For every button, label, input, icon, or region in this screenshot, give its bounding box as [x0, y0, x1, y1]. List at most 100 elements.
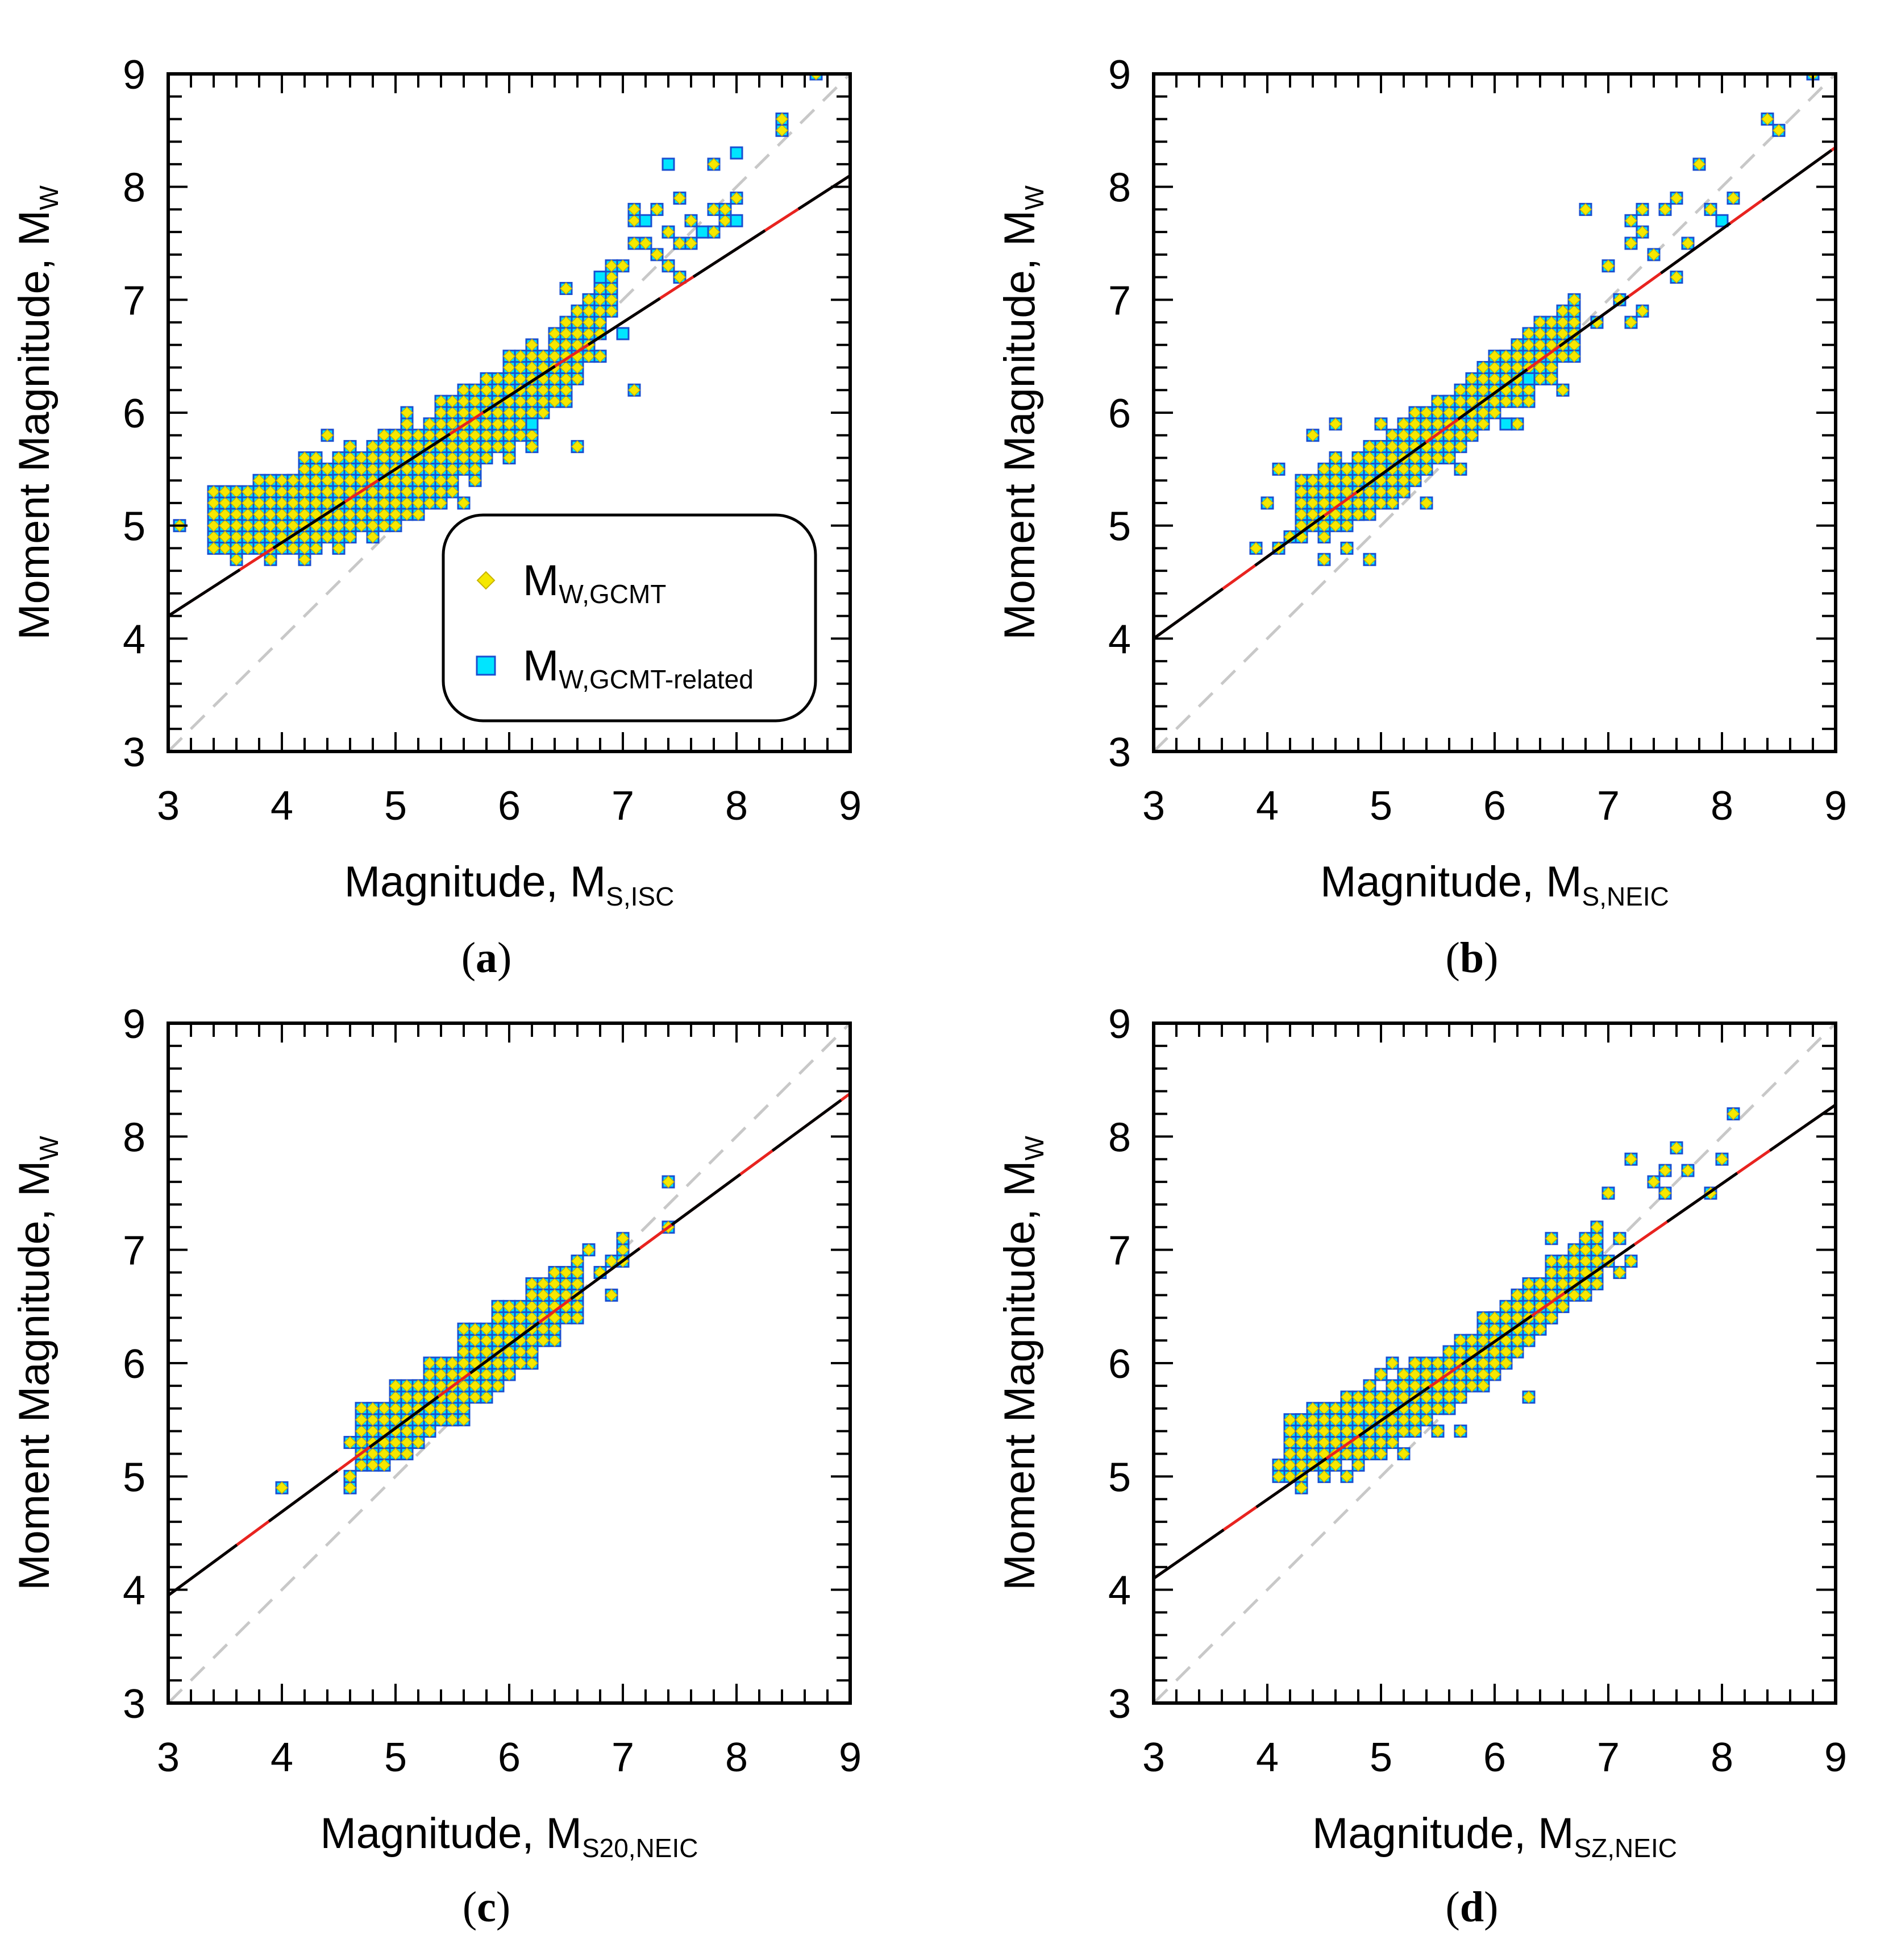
- data-point: [673, 192, 687, 205]
- point-diamond: [480, 451, 493, 464]
- point-diamond: [1420, 451, 1433, 464]
- point-diamond: [275, 1481, 289, 1494]
- cloud-point: [480, 395, 493, 408]
- legend-diamond-icon: [476, 571, 496, 590]
- data-point: [321, 429, 334, 442]
- cloud-point: [514, 1299, 527, 1313]
- cloud-point: [1476, 372, 1490, 385]
- cloud-point: [355, 1402, 368, 1415]
- cloud-point: [1442, 440, 1456, 454]
- y-tick-label: 7: [1108, 278, 1131, 323]
- cloud-point: [548, 338, 561, 352]
- cloud-point: [457, 383, 471, 397]
- point-diamond: [1624, 1153, 1638, 1166]
- point-diamond: [1431, 1356, 1445, 1370]
- data-point: [1374, 417, 1388, 431]
- cloud-point: [1476, 1311, 1490, 1324]
- cloud-point: [1283, 1413, 1297, 1427]
- cloud-point: [1295, 1447, 1308, 1460]
- data-point: [684, 214, 698, 227]
- cloud-point: [1420, 451, 1433, 464]
- point-diamond: [502, 429, 516, 442]
- point-diamond: [411, 1379, 425, 1392]
- point-diamond: [1397, 1390, 1411, 1403]
- cloud-point: [1431, 1356, 1445, 1370]
- cloud-point: [1397, 1425, 1411, 1438]
- cloud-point: [1408, 1402, 1422, 1415]
- point-diamond: [366, 1459, 380, 1472]
- cloud-point: [1386, 1413, 1399, 1427]
- cloud-point: [366, 1458, 380, 1472]
- point-diamond: [1556, 1300, 1570, 1313]
- point-diamond: [1363, 1402, 1376, 1415]
- panel-label: (c): [463, 1883, 510, 1931]
- related-point: [616, 327, 630, 340]
- regression-line-black: [168, 1092, 850, 1597]
- point-diamond: [559, 384, 573, 397]
- point-diamond: [1283, 1425, 1297, 1438]
- cloud-point: [1351, 462, 1365, 476]
- cloud-point: [548, 350, 561, 363]
- data-point: [400, 1447, 414, 1460]
- point-diamond: [627, 214, 641, 227]
- x-axis-label-main: Magnitude, M: [1312, 1809, 1574, 1858]
- cloud-point: [230, 541, 243, 555]
- point-diamond: [1363, 1447, 1376, 1460]
- cloud-point: [525, 350, 539, 363]
- point-diamond: [446, 1356, 459, 1370]
- point-diamond: [230, 496, 243, 509]
- data-point: [1647, 248, 1661, 261]
- x-tick-label: 9: [1824, 1735, 1847, 1780]
- point-diamond: [343, 440, 357, 453]
- cloud-point: [1442, 406, 1456, 420]
- panel-c: 3 4 5 6 7 8 9 3 4 5 6 7 8 9 Magnitude, MS20,NEIC Moment…: [10, 1002, 862, 1931]
- cloud-point: [457, 1322, 471, 1336]
- point-diamond: [616, 1232, 630, 1245]
- point-diamond: [1476, 1323, 1490, 1336]
- cloud-point: [1556, 1277, 1570, 1290]
- point-diamond: [1351, 1402, 1365, 1415]
- point-diamond: [1624, 1255, 1638, 1268]
- point-diamond: [662, 226, 675, 239]
- point-diamond: [1488, 372, 1501, 385]
- point-diamond: [241, 542, 255, 555]
- cloud-point: [1306, 1447, 1320, 1460]
- data-point: [1272, 1458, 1286, 1472]
- cloud-point: [1329, 1402, 1342, 1415]
- data-point: [1658, 202, 1672, 216]
- data-point: [1295, 485, 1308, 499]
- cloud-point: [1442, 1390, 1456, 1404]
- cloud-point: [1533, 327, 1547, 340]
- point-diamond: [286, 519, 300, 532]
- point-diamond: [1340, 463, 1354, 476]
- cloud-point: [1533, 315, 1547, 329]
- data-point: [1340, 541, 1354, 555]
- point-diamond: [525, 384, 539, 397]
- point-diamond: [468, 384, 482, 397]
- cloud-point: [1306, 1458, 1320, 1472]
- cloud-point: [1590, 1255, 1604, 1268]
- point-diamond: [230, 519, 243, 532]
- x-tick-label: 3: [157, 783, 180, 829]
- cloud-point: [457, 1345, 471, 1359]
- point-diamond: [1329, 474, 1342, 487]
- cloud-point: [389, 1436, 402, 1450]
- point-diamond: [264, 519, 277, 532]
- point-diamond: [252, 496, 266, 509]
- panel-b: 3 4 5 6 7 8 9 3 4 5 6 7 8 9 Magnitude, MS,NEIC Moment M…: [996, 52, 1847, 982]
- cloud-point: [1306, 1425, 1320, 1438]
- point-diamond: [1556, 305, 1570, 318]
- cloud-point: [230, 553, 243, 566]
- cloud-point: [389, 451, 402, 464]
- point-diamond: [1545, 316, 1558, 329]
- cloud-point: [355, 508, 368, 521]
- cloud-point: [548, 1322, 561, 1336]
- cloud-point: [423, 1368, 436, 1381]
- point-diamond: [1340, 485, 1354, 499]
- point-diamond: [1511, 395, 1524, 408]
- point-diamond: [1670, 271, 1683, 284]
- data-point: [1488, 350, 1501, 363]
- cloud-point: [457, 395, 471, 408]
- point-diamond: [1317, 1470, 1331, 1483]
- point-diamond: [1556, 350, 1570, 363]
